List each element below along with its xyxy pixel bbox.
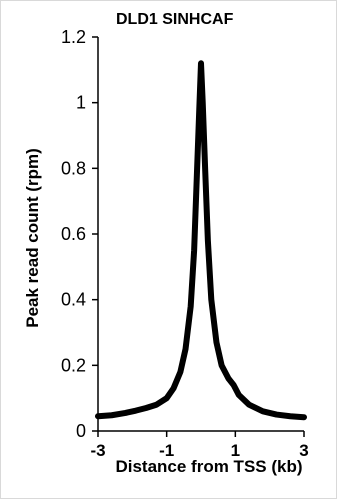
x-tick-label: 3 [299, 441, 308, 460]
x-tick-label: 1 [231, 441, 240, 460]
tick-labels: 0 0.2 0.4 0.6 0.8 1 1.2 -3 -1 1 3 [61, 27, 309, 460]
y-tick-label: 0.4 [61, 290, 86, 310]
series-line [95, 60, 307, 421]
x-tick-label: -1 [159, 441, 174, 460]
x-axis-label: Distance from TSS (kb) [115, 457, 302, 476]
y-tick-label: 1 [76, 93, 86, 113]
x-tick-label: -3 [90, 441, 105, 460]
axes [92, 36, 305, 437]
y-tick-label: 1.2 [61, 27, 86, 47]
y-axis-label: Peak read count (rpm) [23, 148, 42, 328]
chart-title: DLD1 SINHCAF [116, 11, 234, 28]
y-tick-label: 0.2 [61, 355, 86, 375]
y-tick-label: 0 [76, 421, 86, 441]
y-tick-label: 0.6 [61, 224, 86, 244]
y-tick-label: 0.8 [61, 158, 86, 178]
